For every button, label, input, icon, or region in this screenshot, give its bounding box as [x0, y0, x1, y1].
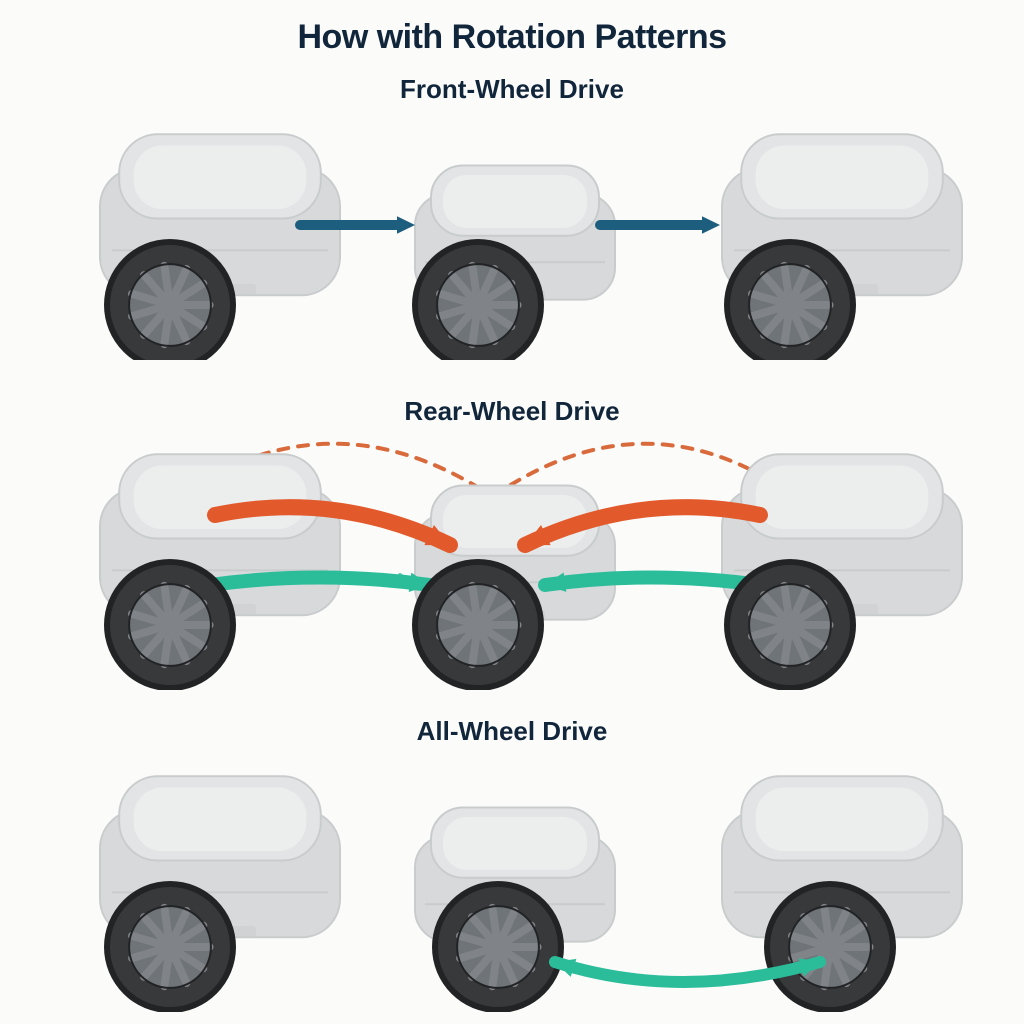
arrow-head-icon: [702, 216, 720, 233]
arrow-curve: [545, 578, 760, 586]
rotation-patterns-infographic: { "title": { "text": "How with Rotation …: [0, 0, 1024, 1024]
wheel-icon: [432, 881, 564, 1012]
main-title: How with Rotation Patterns: [0, 18, 1024, 57]
wheel-icon: [764, 881, 896, 1012]
arrow-head-icon: [397, 216, 415, 233]
rwd-scene: [0, 430, 1024, 690]
section-title-rwd: Rear-Wheel Drive: [0, 396, 1024, 427]
section-title-fwd: Front-Wheel Drive: [0, 74, 1024, 105]
wheel-icon: [104, 559, 236, 690]
wheel-icon: [724, 559, 856, 690]
fwd-scene: [0, 110, 1024, 360]
wheel-icon: [104, 881, 236, 1012]
section-title-awd: All-Wheel Drive: [0, 716, 1024, 747]
awd-scene: [0, 752, 1024, 1012]
arrow-curve: [210, 578, 430, 586]
wheel-icon: [412, 559, 544, 690]
